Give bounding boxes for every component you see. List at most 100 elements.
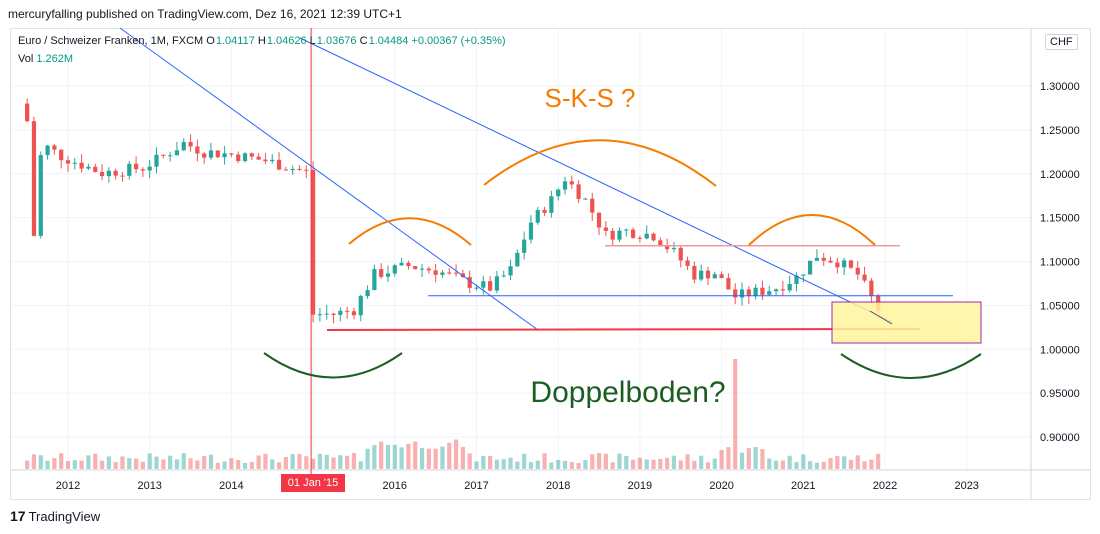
- volume-bar: [590, 454, 595, 469]
- volume-bar: [38, 455, 43, 469]
- candle-body: [399, 262, 404, 266]
- volume-bar: [331, 457, 336, 469]
- volume-bar: [542, 453, 547, 469]
- candle-body: [610, 230, 615, 240]
- volume-bar: [610, 462, 615, 469]
- currency-button[interactable]: CHF: [1045, 34, 1078, 50]
- price-tick-label: 1.05000: [1040, 300, 1080, 312]
- candle-body: [447, 272, 452, 274]
- candle-body: [562, 181, 568, 190]
- volume-bar: [297, 454, 302, 469]
- volume-bar: [787, 455, 792, 469]
- candle-body: [263, 159, 268, 162]
- candle-body: [113, 170, 118, 176]
- candle-body: [617, 230, 622, 240]
- time-tick-label: 2019: [628, 480, 652, 492]
- volume-bar: [665, 457, 670, 469]
- volume-bar: [31, 454, 37, 469]
- high-value: 1.04626: [266, 35, 307, 47]
- volume-bar: [236, 460, 241, 469]
- time-tick-label: 2014: [219, 480, 243, 492]
- time-tick-label: 2020: [709, 480, 733, 492]
- candle-body: [331, 313, 336, 315]
- candle-body: [161, 154, 166, 156]
- candle-body: [45, 145, 50, 156]
- volume-bar: [556, 459, 561, 469]
- volume-bar: [515, 461, 520, 469]
- candle-body: [583, 198, 588, 200]
- volume-bar: [379, 441, 384, 469]
- volume-bar: [263, 453, 268, 469]
- trendline-1: [119, 27, 539, 331]
- volume-bar: [242, 462, 248, 469]
- volume-bar: [678, 460, 683, 469]
- volume-bar: [508, 457, 513, 469]
- candle-body: [590, 198, 595, 213]
- candle-body: [501, 275, 506, 277]
- candle-body: [488, 281, 493, 291]
- volume-bar: [406, 443, 411, 469]
- candle-body: [440, 272, 445, 275]
- volume-bar: [794, 462, 799, 469]
- crosshair-date-badge: 01 Jan '15: [281, 474, 345, 492]
- time-tick-label: 2021: [791, 480, 815, 492]
- support-line: [326, 327, 921, 331]
- candle-body: [733, 289, 738, 298]
- candle-body: [133, 163, 139, 170]
- candle-body: [767, 291, 772, 295]
- volume-bar: [392, 444, 397, 469]
- candle-body: [283, 169, 288, 171]
- volume-bar: [753, 447, 758, 469]
- candle-body: [467, 277, 472, 288]
- volume-bar: [637, 457, 642, 469]
- volume-bar: [876, 453, 881, 469]
- candle-body: [842, 260, 847, 268]
- candle-body: [787, 283, 792, 291]
- candle-body: [419, 268, 425, 270]
- footer-brand: 17 TradingView: [10, 508, 100, 524]
- volume-bar: [808, 461, 813, 469]
- open-label: O: [206, 35, 215, 47]
- vol-value: 1.262M: [36, 53, 74, 65]
- candle-body: [106, 170, 111, 177]
- volume-bar: [256, 455, 261, 469]
- candle-body: [549, 196, 554, 213]
- volume-bar: [801, 454, 806, 469]
- volume-bar: [168, 455, 173, 469]
- right-shoulder-arc: [748, 214, 876, 246]
- candle-body: [556, 189, 561, 197]
- candle-body: [127, 163, 132, 176]
- volume-legend: Vol 1.262M: [18, 53, 73, 65]
- volume-bar: [569, 462, 574, 469]
- volume-bar: [821, 461, 826, 469]
- close-label: C: [359, 35, 368, 47]
- volume-bar: [338, 455, 343, 469]
- header-bar: mercuryfalling published on TradingView.…: [0, 0, 1100, 28]
- volume-bar: [433, 448, 438, 469]
- volume-bar: [862, 461, 867, 469]
- volume-bar: [726, 447, 731, 469]
- candle-body: [229, 153, 234, 155]
- candle-body: [256, 156, 261, 160]
- candle-body: [406, 262, 411, 267]
- volume-bar: [161, 459, 166, 469]
- volume-bar: [767, 458, 772, 469]
- candle-body: [869, 280, 874, 296]
- candle-body: [692, 265, 697, 280]
- candle-body: [31, 121, 37, 236]
- candle-body: [324, 313, 329, 315]
- volume-bar: [699, 455, 704, 469]
- volume-bar: [154, 456, 159, 469]
- time-tick-label: 2016: [383, 480, 407, 492]
- low-label: L: [309, 35, 316, 47]
- candle-body: [685, 260, 690, 266]
- candle-body: [181, 141, 186, 151]
- open-value: 1.04117: [215, 35, 255, 47]
- volume-bar: [86, 455, 91, 469]
- candle-body: [297, 168, 302, 170]
- volume-bar: [229, 458, 234, 469]
- candle-body: [59, 149, 64, 161]
- volume-bar: [453, 439, 459, 469]
- candle-body: [276, 159, 282, 170]
